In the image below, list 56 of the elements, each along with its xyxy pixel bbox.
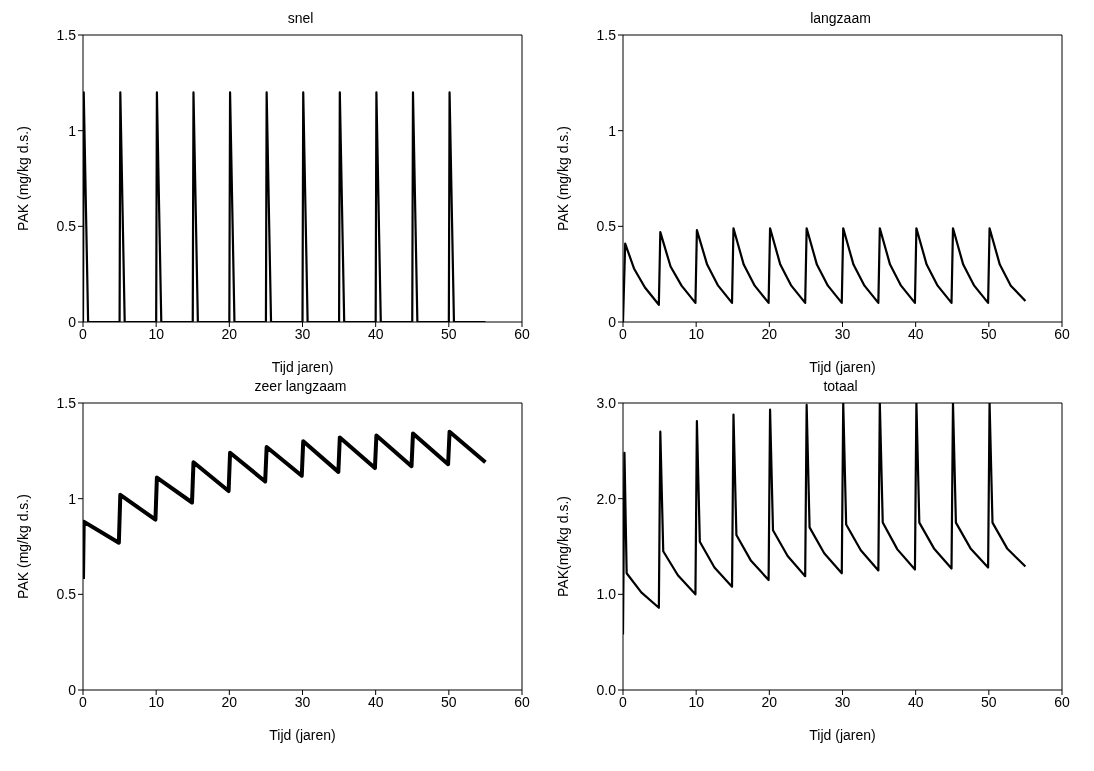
x-tick-label: 10 <box>148 325 165 342</box>
x-tick-label: 50 <box>441 693 457 710</box>
x-tick-label: 20 <box>761 693 778 710</box>
y-tick-label: 1.0 <box>596 586 617 603</box>
x-axis-title: Tijd (jaren) <box>269 727 336 743</box>
x-tick-label: 60 <box>1054 325 1070 342</box>
x-tick-label: 10 <box>688 693 705 710</box>
x-axis-title: Tijd jaren) <box>271 359 334 375</box>
x-tick-label: 10 <box>148 693 165 710</box>
chart-title: zeer langzaam <box>253 377 348 396</box>
y-tick-label: 1.5 <box>56 26 77 43</box>
y-tick-label: 0 <box>68 681 77 698</box>
x-tick-label: 30 <box>294 693 311 710</box>
x-tick-label: 20 <box>761 325 778 342</box>
x-tick-label: 50 <box>981 325 997 342</box>
x-tick-label: 50 <box>441 325 457 342</box>
chart-title: snel <box>286 9 315 28</box>
y-tick-label: 1.5 <box>596 26 617 43</box>
x-tick-label: 20 <box>221 325 238 342</box>
x-tick-label: 30 <box>834 325 851 342</box>
y-tick-label: 1.5 <box>56 394 77 411</box>
y-tick-label: 1 <box>608 122 617 139</box>
x-tick-label: 40 <box>907 325 924 342</box>
x-tick-label: 10 <box>688 325 705 342</box>
chart-title: langzaam <box>809 9 872 28</box>
y-axis-title: PAK(mg/kg d.s.) <box>554 496 571 597</box>
y-tick-label: 1 <box>68 490 77 507</box>
x-tick-label: 60 <box>514 693 530 710</box>
x-tick-label: 0 <box>619 693 628 710</box>
x-tick-label: 40 <box>367 325 384 342</box>
x-tick-label: 60 <box>1054 693 1070 710</box>
y-tick-label: 0.5 <box>56 218 77 235</box>
chart-title: totaal <box>822 377 859 396</box>
x-tick-label: 20 <box>221 693 238 710</box>
y-axis-title: PAK (mg/kg d.s.) <box>14 126 31 231</box>
x-tick-label: 0 <box>619 325 628 342</box>
y-tick-label: 3.0 <box>596 394 617 411</box>
y-tick-label: 0.0 <box>596 681 617 698</box>
y-tick-label: 0.5 <box>56 586 77 603</box>
x-tick-label: 0 <box>79 325 88 342</box>
y-axis-title: PAK (mg/kg d.s.) <box>554 126 571 231</box>
y-tick-label: 0 <box>608 313 617 330</box>
x-tick-label: 60 <box>514 325 530 342</box>
y-tick-label: 1 <box>68 122 77 139</box>
x-tick-label: 30 <box>834 693 851 710</box>
y-axis-title: PAK (mg/kg d.s.) <box>14 494 31 599</box>
x-axis-title: Tijd (jaren) <box>809 727 876 743</box>
x-tick-label: 30 <box>294 325 311 342</box>
x-tick-label: 50 <box>981 693 997 710</box>
x-tick-label: 40 <box>907 693 924 710</box>
x-tick-label: 0 <box>79 693 88 710</box>
x-axis-title: Tijd (jaren) <box>809 359 876 375</box>
y-tick-label: 0 <box>68 313 77 330</box>
x-tick-label: 40 <box>367 693 384 710</box>
y-tick-label: 0.5 <box>596 218 617 235</box>
y-tick-label: 2.0 <box>596 490 617 507</box>
